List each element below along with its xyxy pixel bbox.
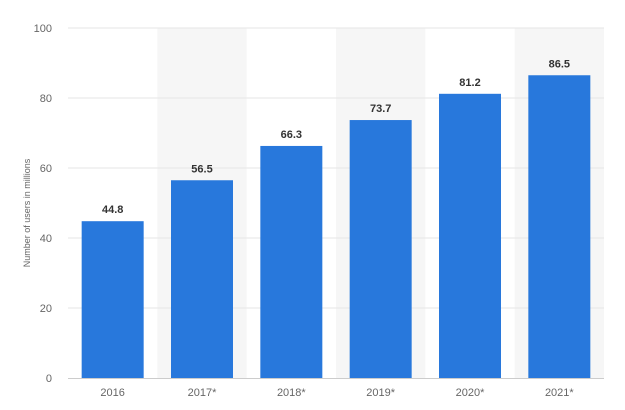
bar-value-label: 73.7: [370, 103, 391, 115]
y-tick-label: 60: [40, 163, 52, 175]
bar: [349, 120, 412, 379]
x-tick-label: 2016: [100, 387, 124, 399]
x-tick-label: 2021*: [545, 387, 574, 399]
bar-value-label: 86.5: [549, 58, 570, 70]
y-tick-label: 100: [34, 23, 52, 35]
x-tick-label: 2019*: [366, 387, 395, 399]
y-tick-label: 20: [40, 303, 52, 315]
bar-value-label: 81.2: [459, 77, 480, 89]
y-tick-label: 40: [40, 233, 52, 245]
x-tick-label: 2020*: [456, 387, 485, 399]
bar-value-label: 66.3: [281, 129, 302, 141]
bar-value-label: 44.8: [102, 204, 123, 216]
bar: [439, 93, 501, 379]
y-axis-label: Number of users in millions: [22, 158, 32, 268]
y-tick-label: 0: [46, 373, 52, 385]
x-tick-label: 2017*: [188, 387, 217, 399]
bar: [171, 180, 233, 378]
bar: [81, 221, 144, 378]
bar: [528, 75, 591, 378]
y-tick-label: 80: [40, 93, 52, 105]
bar-value-label: 56.5: [191, 163, 212, 175]
x-tick-label: 2018*: [277, 387, 306, 399]
bar: [260, 145, 323, 378]
